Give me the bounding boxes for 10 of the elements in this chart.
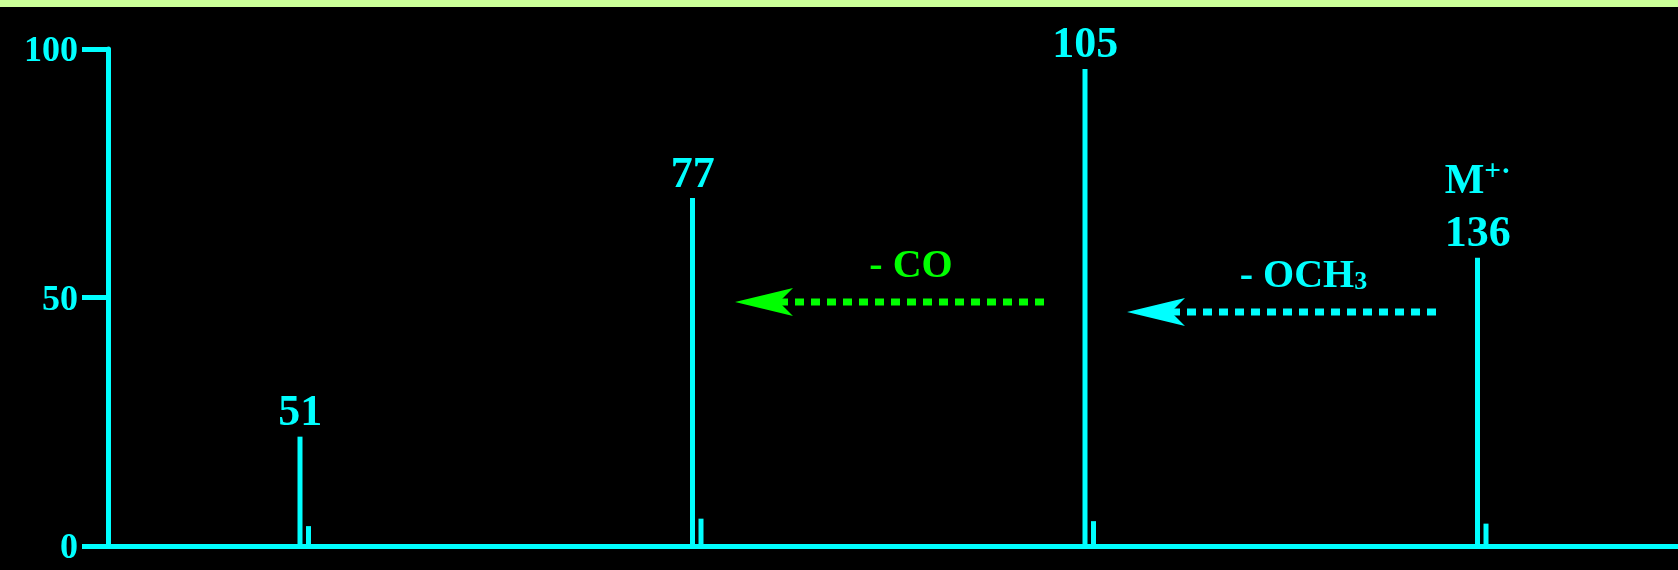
annotation: M+· xyxy=(1444,154,1511,202)
annotation: 105 xyxy=(1052,18,1119,68)
annotation: 51 xyxy=(278,386,323,436)
y-tick-label: 50 xyxy=(42,277,78,318)
annotation: 77 xyxy=(670,147,715,197)
annotation: - CO xyxy=(869,241,953,286)
y-tick-label: 0 xyxy=(60,526,78,566)
annotation: 136 xyxy=(1444,207,1511,257)
y-tick-label: 100 xyxy=(24,29,78,69)
annotation: - OCH3 xyxy=(1239,251,1368,296)
